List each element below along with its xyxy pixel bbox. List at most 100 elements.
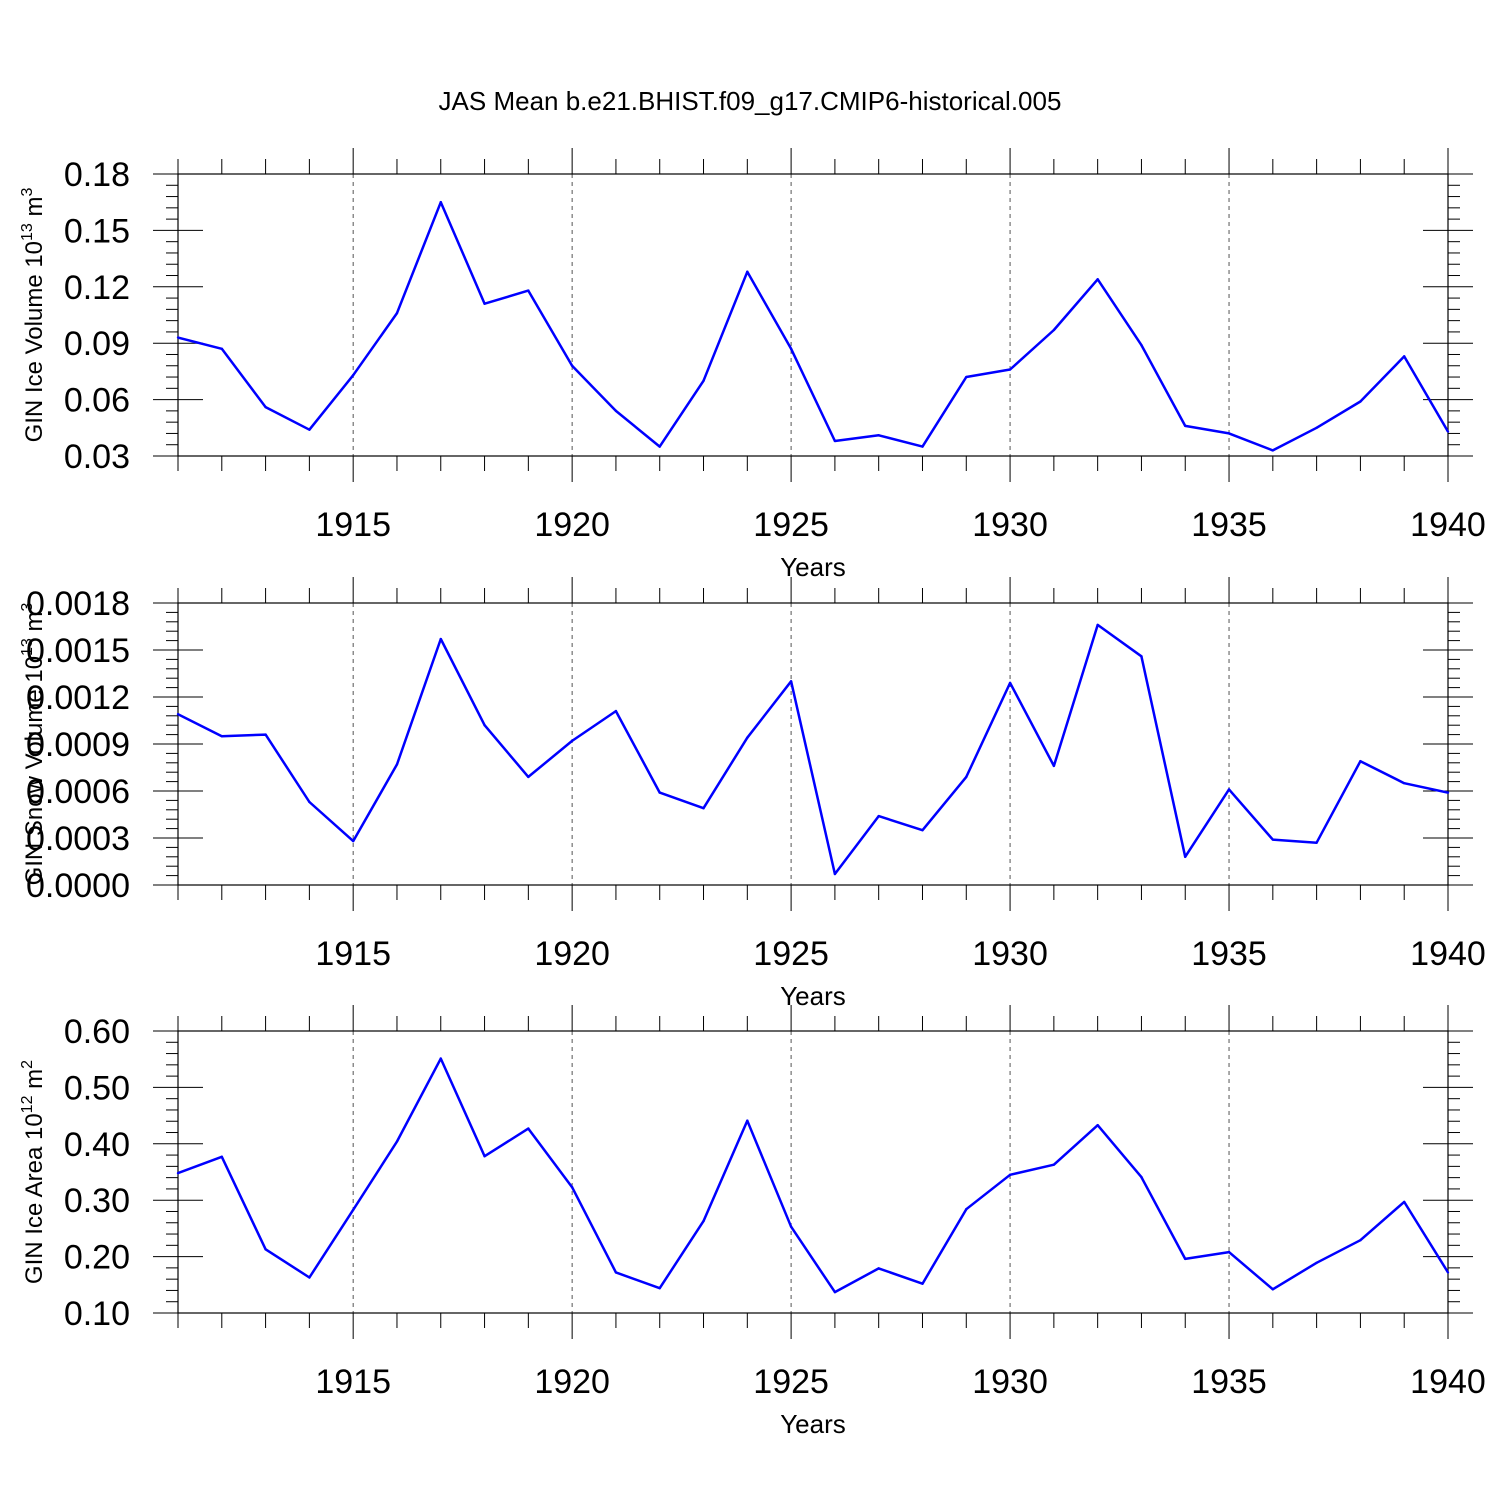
data-point xyxy=(176,1171,180,1175)
data-point xyxy=(351,373,355,377)
data-point xyxy=(1446,791,1450,794)
data-point xyxy=(965,375,968,379)
y-axis-label: GIN Snow Volume 1013 m3 xyxy=(19,602,48,885)
y-axis-label-prefix: GIN Ice Area 10 xyxy=(21,1113,48,1284)
x-tick-label: 1920 xyxy=(534,1363,610,1401)
data-point xyxy=(965,775,968,779)
plot-frame xyxy=(177,1030,1449,1314)
y-tick-label: 0.30 xyxy=(64,1182,130,1220)
data-point xyxy=(833,439,837,443)
y-axis-label: GIN Ice Volume 1013 m3 xyxy=(19,188,48,443)
x-axis-label: Years xyxy=(780,1409,846,1439)
y-axis-label-unit-exponent: 3 xyxy=(19,602,36,611)
x-tick-label: 1920 xyxy=(534,506,610,544)
data-point xyxy=(570,739,574,743)
y-tick-label: 0.0003 xyxy=(26,820,130,858)
panel-2: 1915 1920 1925 1930 1935 1940 Years 0.0000 0.000… xyxy=(19,577,1486,1011)
data-point xyxy=(1052,328,1056,332)
x-tick-label: 1940 xyxy=(1410,506,1486,544)
y-tick-label: 0.0006 xyxy=(26,773,130,811)
chart-title: JAS Mean b.e21.BHIST.f09_g17.CMIP6-histo… xyxy=(439,86,1062,116)
panel-3: 1915 1920 1925 1930 1935 1940 Years 0.10 0.20 0.3… xyxy=(19,1005,1486,1439)
data-point xyxy=(439,1057,442,1060)
data-point xyxy=(614,709,618,713)
data-point xyxy=(1359,760,1362,763)
data-point xyxy=(395,763,399,766)
data-point xyxy=(1227,432,1231,435)
data-point xyxy=(264,733,267,736)
data-point xyxy=(1184,1257,1187,1261)
x-tick-label: 1935 xyxy=(1191,1363,1267,1401)
x-tick-label: 1915 xyxy=(315,506,391,544)
data-point xyxy=(1008,681,1012,685)
data-point xyxy=(1315,841,1318,844)
data-point xyxy=(264,405,267,409)
y-tick-label: 0.0015 xyxy=(26,632,130,670)
y-axis-label: GIN Ice Area 1012 m2 xyxy=(19,1060,48,1284)
data-point xyxy=(1315,1261,1318,1265)
data-point xyxy=(877,814,880,818)
data-point xyxy=(264,1248,267,1251)
data-point xyxy=(1227,1250,1231,1254)
data-point xyxy=(308,1276,311,1279)
y-axis-label-unit: m xyxy=(21,611,48,638)
data-point xyxy=(1096,278,1099,281)
data-point xyxy=(483,1155,486,1158)
series-line xyxy=(178,623,1448,876)
data-point xyxy=(1052,1163,1056,1166)
x-tick-label: 1930 xyxy=(972,935,1048,973)
y-tick-label: 0.60 xyxy=(64,1013,130,1051)
series-line xyxy=(178,1057,1448,1294)
data-point xyxy=(308,428,311,431)
data-point xyxy=(702,807,705,810)
data-point xyxy=(1096,623,1099,627)
data-point xyxy=(395,1140,399,1143)
data-point xyxy=(965,1208,968,1211)
x-axis-label: Years xyxy=(780,552,846,582)
x-tick-label: 1940 xyxy=(1410,935,1486,973)
data-point xyxy=(1446,1271,1450,1274)
data-point xyxy=(1052,764,1056,768)
data-point xyxy=(527,775,530,779)
data-point xyxy=(1140,343,1143,347)
data-point xyxy=(220,734,223,738)
data-point xyxy=(351,1208,355,1211)
y-tick-label: 0.50 xyxy=(64,1069,130,1107)
data-point xyxy=(527,289,530,292)
x-tick-label: 1940 xyxy=(1410,1363,1486,1401)
data-point xyxy=(1271,838,1275,841)
y-tick-label: 0.15 xyxy=(64,212,130,250)
y-tick-label: 0.10 xyxy=(64,1295,130,1333)
x-tick-label: 1925 xyxy=(753,935,829,973)
data-point xyxy=(1403,1200,1406,1204)
y-axis-label-prefix: GIN Ice Volume 10 xyxy=(21,241,48,442)
data-point xyxy=(351,839,355,843)
x-tick-label: 1930 xyxy=(972,506,1048,544)
y-tick-label: 0.0009 xyxy=(26,726,130,764)
data-point xyxy=(483,302,486,305)
y-axis-label-unit-exponent: 2 xyxy=(19,1060,36,1069)
data-point xyxy=(1315,426,1318,429)
x-tick-label: 1915 xyxy=(315,935,391,973)
data-point xyxy=(1403,355,1406,358)
y-axis-label-exponent: 12 xyxy=(19,1095,36,1113)
data-point xyxy=(921,1282,924,1285)
y-tick-label: 0.20 xyxy=(64,1239,130,1277)
data-point xyxy=(483,724,486,727)
data-point xyxy=(1446,430,1450,433)
data-point xyxy=(877,434,880,437)
data-point xyxy=(658,791,661,794)
data-point xyxy=(702,1219,705,1223)
y-axis-label-exponent: 13 xyxy=(19,223,36,241)
data-point xyxy=(308,800,311,804)
data-point xyxy=(833,872,837,876)
data-point xyxy=(220,1155,223,1158)
y-axis-label-exponent: 13 xyxy=(19,638,36,656)
x-tick-label: 1935 xyxy=(1191,506,1267,544)
data-point xyxy=(395,311,399,315)
x-tick-label: 1925 xyxy=(753,1363,829,1401)
data-point xyxy=(570,364,574,367)
data-point xyxy=(570,1186,574,1189)
y-axis-label-unit-exponent: 3 xyxy=(19,188,36,197)
